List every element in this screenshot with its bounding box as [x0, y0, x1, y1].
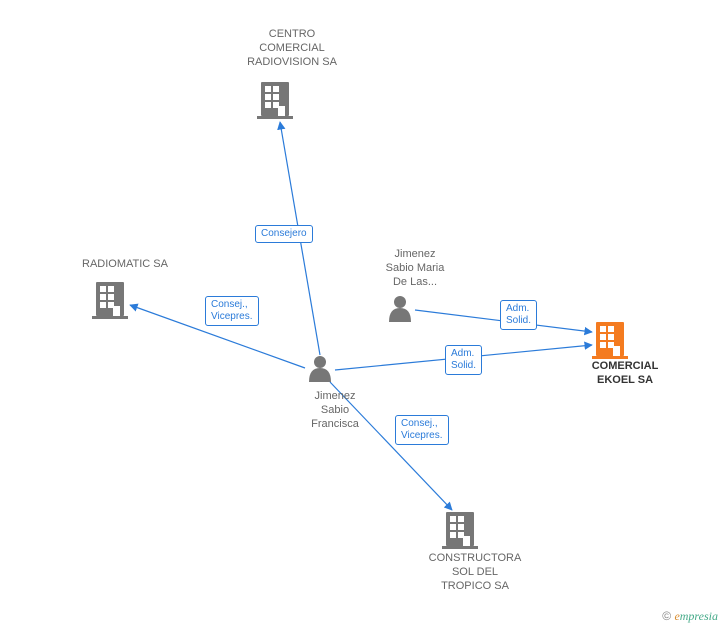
- nodes: [92, 82, 628, 549]
- brand-rest: mpresia: [680, 609, 718, 623]
- edge-label: Adm. Solid.: [500, 300, 537, 330]
- node-label: RADIOMATIC SA: [70, 258, 180, 272]
- node-label: Jimenez Sabio Maria De Las...: [370, 248, 460, 289]
- building-icon[interactable]: [92, 282, 128, 319]
- edge-label: Consej., Vicepres.: [205, 296, 259, 326]
- person-icon[interactable]: [389, 296, 411, 322]
- building-icon[interactable]: [257, 82, 293, 119]
- diagram-canvas: [0, 0, 728, 630]
- building-icon[interactable]: [442, 512, 478, 549]
- node-label: COMERCIAL EKOEL SA: [570, 360, 680, 388]
- edge-label: Consejero: [255, 225, 313, 243]
- edge-label: Adm. Solid.: [445, 345, 482, 375]
- node-label: CONSTRUCTORA SOL DEL TROPICO SA: [415, 552, 535, 593]
- copyright-symbol: ©: [662, 609, 671, 623]
- node-label: Jimenez Sabio Francisca: [290, 390, 380, 431]
- person-icon[interactable]: [309, 356, 331, 382]
- edge-label: Consej., Vicepres.: [395, 415, 449, 445]
- watermark: © empresia: [662, 609, 718, 624]
- building-icon[interactable]: [592, 322, 628, 359]
- node-label: CENTRO COMERCIAL RADIOVISION SA: [232, 28, 352, 69]
